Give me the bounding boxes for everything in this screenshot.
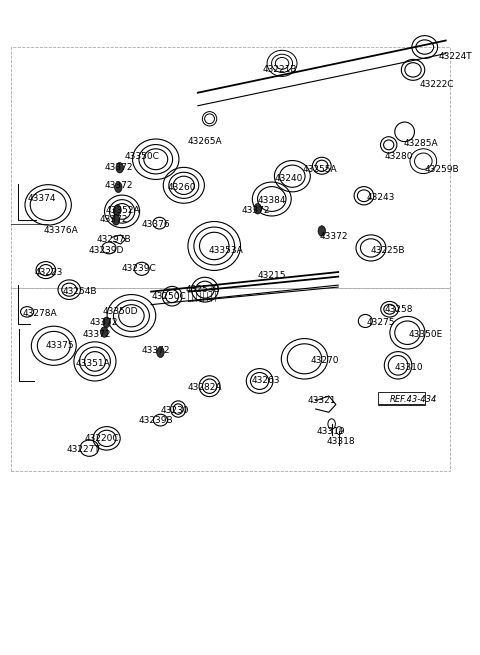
Text: 43372: 43372 bbox=[320, 232, 348, 240]
Text: 43350D: 43350D bbox=[103, 307, 138, 316]
Text: 43263: 43263 bbox=[252, 377, 280, 386]
Text: 43285A: 43285A bbox=[404, 139, 438, 148]
Text: 43282A: 43282A bbox=[188, 383, 222, 392]
Text: 43375: 43375 bbox=[46, 341, 74, 350]
Text: 43225B: 43225B bbox=[371, 246, 406, 255]
Text: 43310: 43310 bbox=[395, 364, 423, 373]
Circle shape bbox=[114, 205, 121, 215]
Text: 43321: 43321 bbox=[308, 396, 336, 405]
Circle shape bbox=[100, 327, 108, 337]
Text: 43372: 43372 bbox=[83, 329, 111, 339]
Text: 43255A: 43255A bbox=[302, 165, 337, 174]
Text: 43260: 43260 bbox=[167, 183, 196, 192]
Text: 43254B: 43254B bbox=[62, 287, 96, 296]
Text: 43372: 43372 bbox=[241, 206, 270, 215]
Text: 43319: 43319 bbox=[317, 427, 346, 436]
Text: REF.43-434: REF.43-434 bbox=[390, 395, 437, 403]
Text: 43250C: 43250C bbox=[152, 291, 186, 301]
Circle shape bbox=[156, 347, 164, 358]
Text: 43372: 43372 bbox=[90, 318, 119, 327]
Text: 43353A: 43353A bbox=[208, 246, 243, 255]
Text: 43372: 43372 bbox=[104, 181, 132, 190]
Text: 43352A: 43352A bbox=[106, 206, 140, 215]
Text: 43224T: 43224T bbox=[439, 52, 472, 62]
Text: 43239C: 43239C bbox=[121, 265, 156, 273]
Text: 43265A: 43265A bbox=[188, 137, 222, 146]
Text: 43374: 43374 bbox=[27, 194, 56, 203]
Text: 43350E: 43350E bbox=[408, 329, 443, 339]
Circle shape bbox=[115, 182, 122, 193]
Circle shape bbox=[254, 204, 262, 214]
Text: 43222C: 43222C bbox=[420, 80, 455, 88]
Text: 43297B: 43297B bbox=[96, 235, 131, 244]
Text: 43243: 43243 bbox=[366, 193, 395, 202]
Circle shape bbox=[116, 162, 123, 173]
Text: 43280: 43280 bbox=[385, 152, 413, 161]
Text: 43215: 43215 bbox=[257, 271, 286, 280]
Text: 43227T: 43227T bbox=[66, 445, 100, 454]
Text: 43318: 43318 bbox=[326, 437, 355, 446]
Text: 43372: 43372 bbox=[104, 163, 132, 172]
Text: 43275: 43275 bbox=[366, 318, 395, 327]
Text: 43223: 43223 bbox=[34, 267, 62, 276]
Text: 43230: 43230 bbox=[160, 407, 189, 415]
Text: 43221B: 43221B bbox=[263, 66, 297, 75]
Text: 43239B: 43239B bbox=[138, 416, 173, 424]
Text: 43253B: 43253B bbox=[185, 285, 220, 294]
Circle shape bbox=[318, 226, 325, 236]
Text: 43372: 43372 bbox=[99, 215, 128, 225]
Text: 43220C: 43220C bbox=[84, 434, 119, 443]
Text: 43350C: 43350C bbox=[124, 152, 159, 161]
Text: 43278A: 43278A bbox=[23, 309, 57, 318]
Text: 43239D: 43239D bbox=[89, 246, 124, 255]
Text: 43376A: 43376A bbox=[44, 227, 78, 235]
Text: 43270: 43270 bbox=[310, 356, 338, 365]
Text: 43376: 43376 bbox=[142, 220, 170, 229]
Text: 43259B: 43259B bbox=[425, 165, 459, 174]
Text: 43372: 43372 bbox=[142, 346, 170, 355]
Text: 43258: 43258 bbox=[385, 305, 413, 314]
Circle shape bbox=[103, 317, 110, 328]
Text: 43351A: 43351A bbox=[75, 359, 110, 368]
Text: 43240: 43240 bbox=[275, 174, 303, 183]
Circle shape bbox=[112, 215, 120, 225]
Text: 43384: 43384 bbox=[257, 196, 286, 205]
